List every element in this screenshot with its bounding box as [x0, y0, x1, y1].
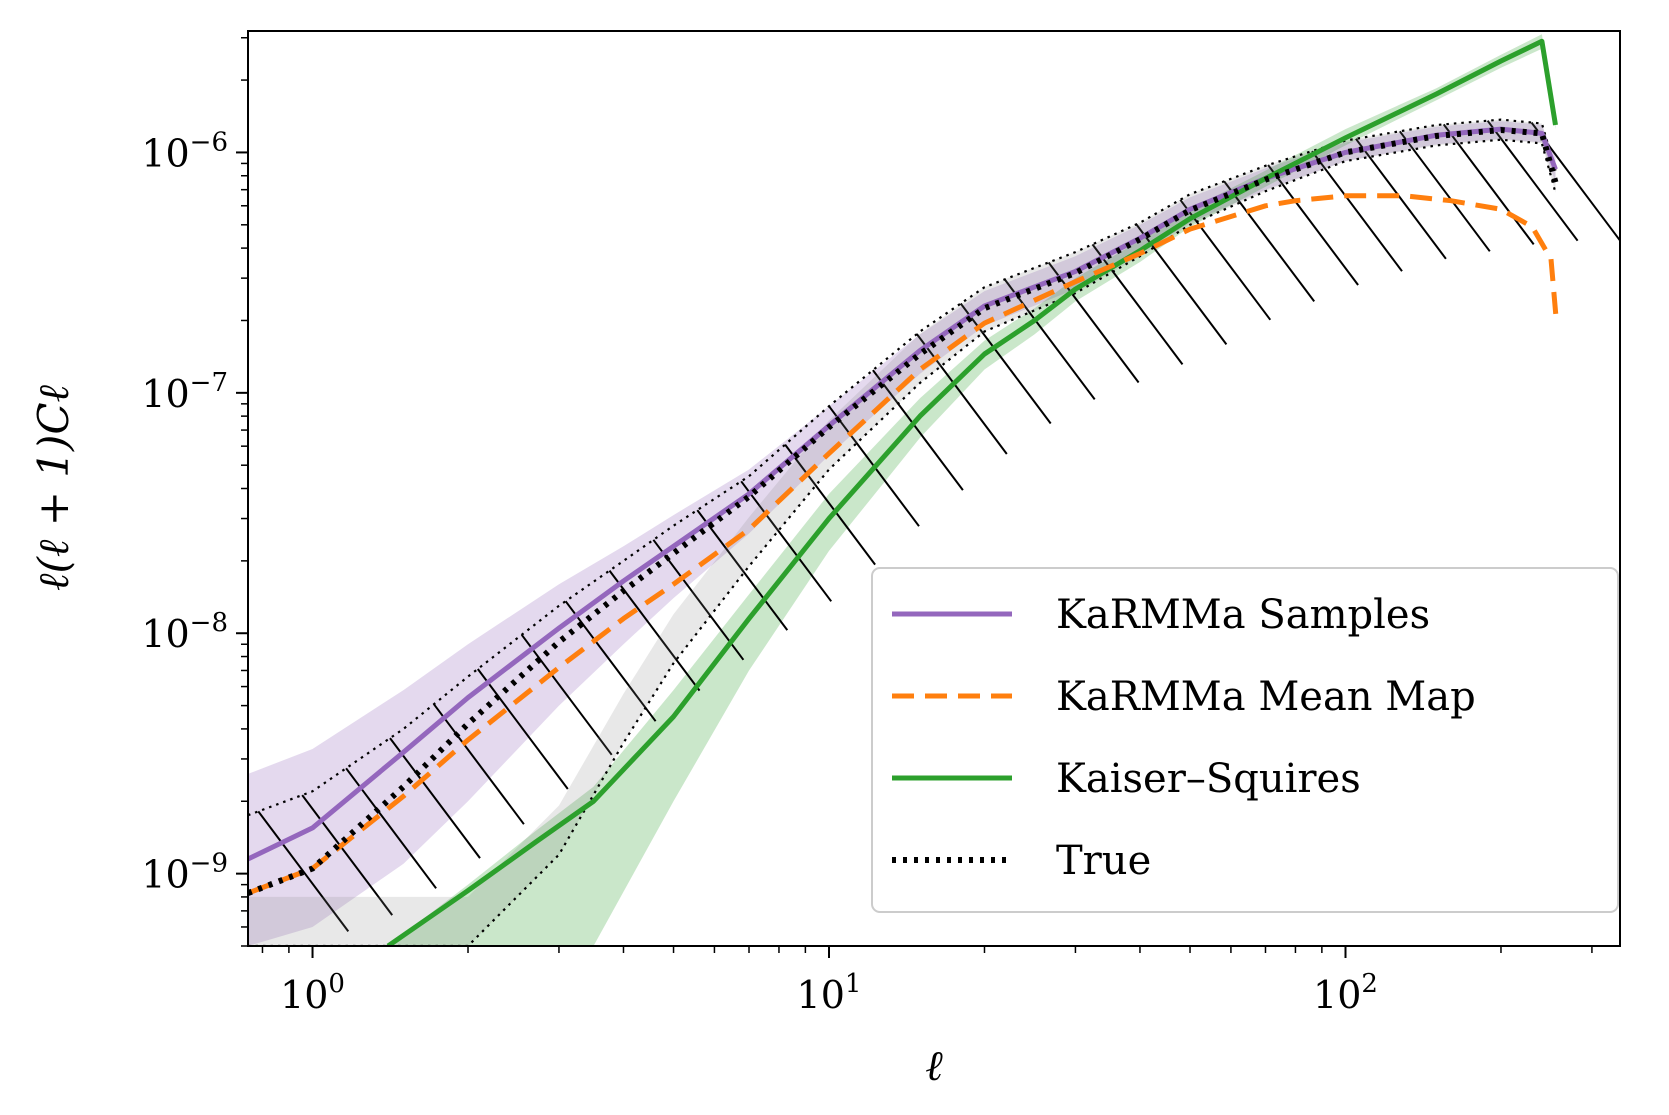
true-hatch-line — [1179, 199, 1272, 321]
true-hatch-line — [740, 480, 833, 602]
x-tick-label: 100 — [280, 969, 345, 1017]
legend: KaRMMa Samples KaRMMa Mean Map Kaiser–Squi… — [871, 567, 1619, 913]
true-hatch-line — [1223, 180, 1315, 302]
legend-label-karmma-samples: KaRMMa Samples — [1056, 592, 1430, 638]
true-hatch-line — [1091, 243, 1184, 365]
true-hatch-line — [257, 810, 350, 933]
series-line-karmma-mean-map — [248, 193, 1559, 896]
true-hatch-line — [784, 444, 876, 566]
y-tick-label: 10−8 — [141, 608, 228, 656]
true-hatch-line — [1267, 164, 1359, 286]
y-tick-label: 10−9 — [141, 849, 228, 897]
legend-box — [871, 567, 1619, 913]
legend-label-kaiser-squires: Kaiser–Squires — [1056, 756, 1361, 802]
true-hatch-line — [1003, 278, 1096, 400]
true-hatch-line — [476, 668, 569, 790]
true-band-upper-line — [248, 118, 1557, 817]
y-tick-label: 10−6 — [141, 127, 228, 175]
true-hatch-line — [433, 703, 525, 825]
true-hatch-line — [1442, 123, 1535, 245]
x-axis-label: ℓ — [925, 1041, 943, 1090]
true-hatch-line — [1311, 150, 1403, 272]
true-hatch-line — [564, 600, 657, 722]
true-hatch-line — [696, 509, 789, 631]
legend-label-karmma-mean-map: KaRMMa Mean Map — [1056, 674, 1476, 720]
y-axis-label: ℓ(ℓ + 1)Cℓ — [29, 385, 78, 592]
true-hatch-line — [1355, 138, 1447, 260]
series-line-karmma-samples — [248, 126, 1558, 862]
true-hatch-line — [301, 794, 394, 916]
true-hatch-line — [1047, 261, 1140, 384]
series-line-kaiser-squires — [386, 38, 1558, 946]
true-hatch-line — [1486, 120, 1579, 242]
true-hatch-line — [872, 369, 964, 491]
legend-label-true: True — [1056, 838, 1151, 884]
true-hatch-line — [389, 737, 481, 859]
band-kaiser-squires — [388, 34, 1556, 946]
true-hatch-line — [915, 333, 1008, 455]
x-tick-label: 101 — [797, 969, 862, 1017]
true-hatch-line — [1399, 130, 1491, 252]
true-hatch-line — [959, 302, 1052, 425]
true-hatch-line — [520, 634, 613, 756]
series-line-true — [248, 127, 1559, 896]
y-tick-label: 10−7 — [141, 368, 228, 416]
true-band-lower-line — [248, 138, 1557, 946]
x-tick-label: 102 — [1313, 969, 1378, 1017]
band-karmma-samples — [248, 121, 1556, 946]
